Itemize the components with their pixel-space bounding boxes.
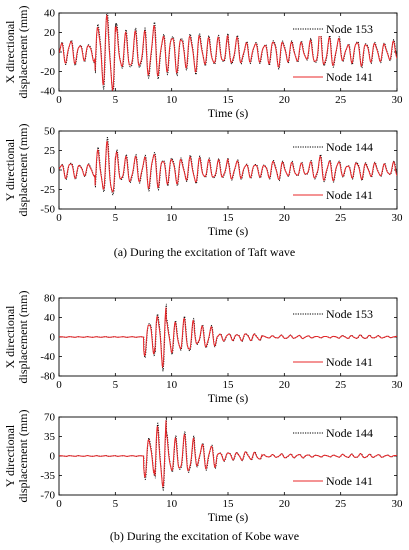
legend-bg — [291, 139, 393, 154]
y-tick-label: 35 — [44, 431, 56, 443]
x-tick-label: 10 — [166, 94, 178, 106]
y-tick-label: -50 — [40, 204, 55, 216]
y-tick-label: -25 — [40, 184, 55, 196]
caption-kobe: (b) During the excitation of Kobe wave — [109, 529, 300, 543]
legend-bg — [291, 425, 393, 440]
chart-kobe-y: 0 5 10 15 20 25 30 -70 -35 0 35 70 Time (s) Y directi… — [3, 410, 403, 524]
legend-label: Node 153 — [326, 22, 373, 36]
x-tick-label: 20 — [279, 94, 291, 106]
chart-taft-y: 0 5 10 15 20 25 30 -50 -25 0 25 50 Time (s) Y directi… — [3, 124, 403, 238]
y-tick-label: 20 — [44, 27, 56, 39]
legend-label: Node 141 — [326, 188, 373, 202]
x-tick-label: 0 — [56, 379, 62, 391]
x-tick-label: 25 — [335, 379, 347, 391]
x-tick-label: 5 — [113, 498, 119, 510]
x-tick-label: 25 — [335, 94, 347, 106]
x-axis-label: Time (s) — [208, 510, 249, 524]
x-tick-label: 5 — [113, 212, 119, 224]
x-axis-label: Time (s) — [208, 391, 249, 405]
y-tick-label: 40 — [44, 312, 56, 324]
x-axis-label: Time (s) — [208, 106, 249, 120]
x-tick-label: 30 — [392, 379, 404, 391]
legend-label: Node 141 — [326, 474, 373, 488]
y-tick-label: 0 — [50, 332, 56, 344]
x-tick-label: 5 — [113, 379, 119, 391]
caption-taft: (a) During the excitation of Taft wave — [113, 245, 296, 259]
x-tick-label: 15 — [223, 94, 235, 106]
y-tick-label: 40 — [44, 8, 56, 20]
x-tick-label: 10 — [166, 379, 178, 391]
y-tick-label: -20 — [40, 66, 55, 78]
x-tick-label: 25 — [335, 212, 347, 224]
legend-bg — [291, 306, 393, 321]
legend-label: Node 144 — [326, 140, 373, 154]
legend-label: Node 141 — [326, 70, 373, 84]
legend-label: Node 141 — [326, 355, 373, 369]
series-line-node-141 — [59, 140, 397, 193]
y-axis-label-line2: displacement (mm) — [16, 410, 30, 503]
chart-kobe-x: 0 5 10 15 20 25 30 -80 -40 0 40 80 Time (s) X directi… — [3, 291, 403, 405]
legend-bg — [291, 473, 393, 488]
legend-label: Node 153 — [326, 307, 373, 321]
x-tick-label: 15 — [223, 212, 235, 224]
chart-taft-x: 0 5 10 15 20 25 30 -40 -20 0 20 40 Time (s) X directi… — [3, 6, 403, 120]
x-tick-label: 10 — [166, 498, 178, 510]
y-tick-label: -80 — [40, 371, 55, 383]
y-tick-label: 0 — [50, 451, 56, 463]
y-axis-label-line2: displacement (mm) — [16, 291, 30, 384]
y-tick-label: -35 — [40, 470, 55, 482]
x-tick-label: 0 — [56, 94, 62, 106]
x-axis-label: Time (s) — [208, 224, 249, 238]
y-axis-label-line2: displacement (mm) — [16, 124, 30, 217]
legend-bg — [291, 21, 393, 36]
x-tick-label: 25 — [335, 498, 347, 510]
x-tick-label: 10 — [166, 212, 178, 224]
x-tick-label: 30 — [392, 94, 404, 106]
series-line-node-141 — [59, 14, 397, 91]
y-tick-label: -70 — [40, 490, 55, 502]
y-axis-label-line1: X directional — [3, 20, 17, 84]
x-tick-label: 0 — [56, 212, 62, 224]
x-tick-label: 5 — [113, 94, 119, 106]
x-tick-label: 20 — [279, 498, 291, 510]
y-axis-label-line2: displacement (mm) — [16, 6, 30, 99]
y-tick-label: 25 — [44, 145, 56, 157]
y-tick-label: 0 — [50, 165, 56, 177]
x-tick-label: 30 — [392, 498, 404, 510]
y-tick-label: 80 — [44, 293, 56, 305]
y-axis-label-line1: Y directional — [3, 138, 17, 201]
y-tick-label: -40 — [40, 351, 55, 363]
legend-bg — [291, 187, 393, 202]
legend-label: Node 144 — [326, 426, 373, 440]
x-tick-label: 15 — [223, 498, 235, 510]
x-tick-label: 30 — [392, 212, 404, 224]
y-axis-label-line1: Y directional — [3, 424, 17, 487]
y-tick-label: 70 — [44, 412, 56, 424]
series-line-node-141 — [59, 307, 397, 369]
y-tick-label: 50 — [44, 126, 56, 138]
y-axis-label-line1: X directional — [3, 305, 17, 369]
x-tick-label: 20 — [279, 212, 291, 224]
y-tick-label: 0 — [50, 47, 56, 59]
x-tick-label: 20 — [279, 379, 291, 391]
legend-bg — [291, 354, 393, 369]
x-tick-label: 15 — [223, 379, 235, 391]
y-tick-label: -40 — [40, 86, 55, 98]
legend-bg — [291, 69, 393, 84]
x-tick-label: 0 — [56, 498, 62, 510]
series-line-node-141 — [59, 420, 397, 488]
